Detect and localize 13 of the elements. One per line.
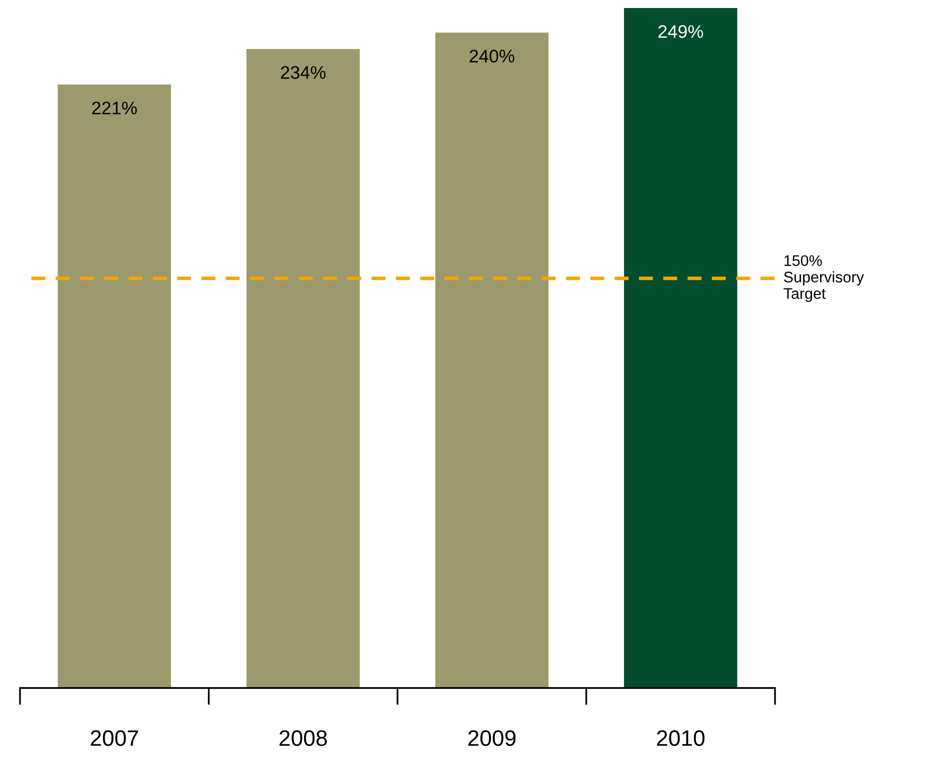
ref-line-label: 150% Supervisory Target xyxy=(784,255,864,302)
bar xyxy=(58,84,171,688)
data-label: 234% xyxy=(280,66,326,79)
data-label: 240% xyxy=(470,50,514,63)
data-label: 221% xyxy=(92,102,137,114)
x-tick-label: 2010 xyxy=(657,730,704,746)
bar xyxy=(435,32,548,688)
x-tick-label: 2009 xyxy=(468,730,516,746)
data-label: 249% xyxy=(658,25,704,38)
x-tick-label: 2007 xyxy=(90,730,138,746)
bar xyxy=(246,48,360,688)
bar xyxy=(624,8,738,688)
x-tick-label: 2008 xyxy=(280,730,327,746)
